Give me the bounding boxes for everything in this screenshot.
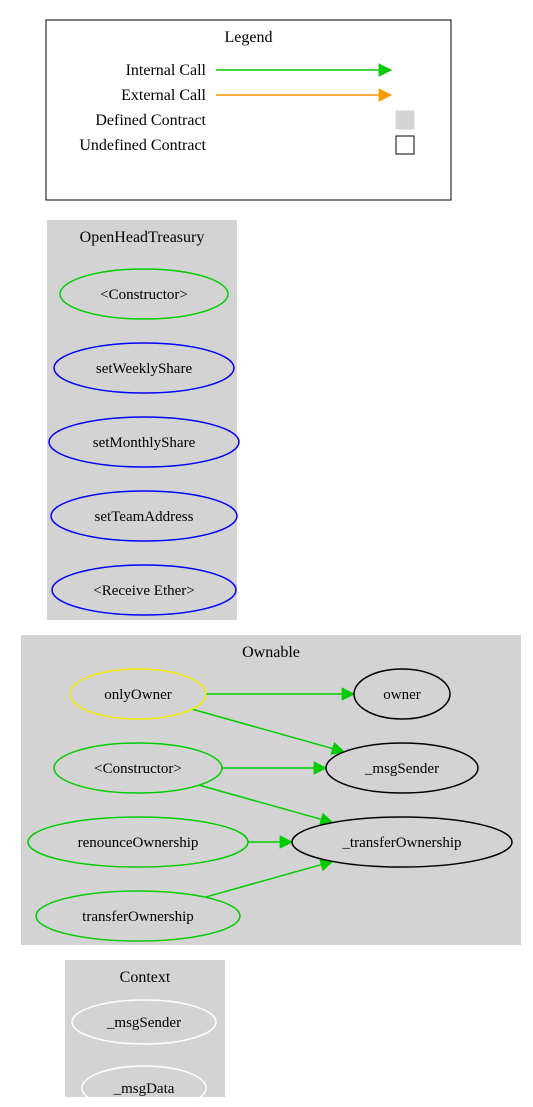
node-ow_ren: renounceOwnership [28, 817, 248, 867]
legend-title: Legend [225, 29, 273, 46]
node-label: setMonthlyShare [93, 435, 196, 451]
node-oh_sta: setTeamAddress [51, 491, 237, 541]
node-ow_owner: owner [354, 669, 450, 719]
cluster-title: Ownable [242, 644, 300, 661]
node-oh_re: <Receive Ether> [52, 565, 236, 615]
node-ow_xfer: _transferOwnership [292, 817, 512, 867]
node-label: setTeamAddress [95, 509, 194, 525]
legend-swatch [396, 111, 414, 129]
legend-item-label: External Call [121, 87, 206, 104]
node-oh_sms: setMonthlyShare [49, 417, 239, 467]
node-label: onlyOwner [104, 687, 172, 703]
legend-item-label: Internal Call [126, 62, 207, 79]
node-label: _msgSender [106, 1015, 181, 1031]
node-oh_ctor: <Constructor> [60, 269, 228, 319]
cluster-title: Context [120, 969, 171, 986]
node-label: _msgSender [364, 761, 439, 777]
cluster-title: OpenHeadTreasury [80, 229, 205, 246]
legend-item-label: Undefined Contract [79, 137, 206, 154]
node-label: <Constructor> [100, 287, 188, 303]
node-ow_only: onlyOwner [70, 669, 206, 719]
node-label: owner [383, 687, 421, 703]
node-label: _msgData [113, 1081, 175, 1097]
node-ow_msg: _msgSender [326, 743, 478, 793]
contract-diagram: Legend Internal Call External Call Defined … [10, 10, 523, 1097]
node-label: <Receive Ether> [93, 583, 194, 599]
node-label: transferOwnership [82, 909, 194, 925]
legend-box: Legend Internal Call External Call Defined … [46, 20, 451, 200]
node-label: renounceOwnership [78, 835, 199, 851]
node-ctx_msg: _msgSender [72, 1000, 216, 1044]
node-ow_ctor: <Constructor> [54, 743, 222, 793]
node-label: setWeeklyShare [96, 361, 193, 377]
node-ow_tx: transferOwnership [36, 891, 240, 941]
node-oh_sws: setWeeklyShare [54, 343, 234, 393]
legend-swatch [396, 136, 414, 154]
node-label: _transferOwnership [341, 835, 461, 851]
legend-item-label: Defined Contract [95, 112, 206, 129]
node-label: <Constructor> [94, 761, 182, 777]
